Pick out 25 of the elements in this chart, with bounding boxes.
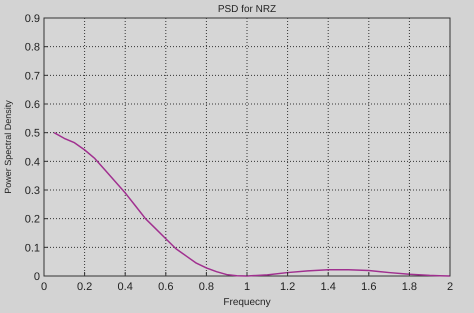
x-tick-label: 1.6: [361, 281, 376, 293]
x-tick-label: 2: [446, 281, 454, 293]
x-tick-label: 0.4: [118, 281, 133, 293]
x-tick-label: 1.4: [320, 281, 336, 293]
line-series: [53, 132, 451, 277]
y-tick-label: 0.6: [24, 99, 40, 111]
x-tick-label: 0.8: [198, 281, 214, 293]
x-tick-label: 0.2: [76, 281, 92, 293]
x-tick-label: 1: [244, 281, 250, 293]
y-tick-label: 0.5: [24, 128, 40, 140]
y-tick-label: 0.2: [24, 214, 40, 226]
x-tick-label: 1.2: [280, 281, 296, 293]
x-axis-title: Frequecny: [223, 297, 271, 308]
x-tick-label: 0: [40, 281, 48, 293]
y-tick-label: 0.8: [24, 42, 40, 54]
x-tick-label: 1.8: [402, 281, 418, 293]
y-tick-label: 0.3: [24, 185, 40, 197]
x-tick-label: 0.6: [158, 281, 174, 293]
y-tick-label: 0.1: [24, 242, 40, 254]
y-tick-label: 0.4: [24, 156, 40, 168]
y-tick-label: 0.7: [24, 70, 40, 82]
y-tick-label: 0: [34, 271, 40, 283]
y-tick-label: 0.9: [24, 13, 40, 25]
y-axis-title: Power Spectral Density: [3, 100, 13, 194]
chart-title: PSD for NRZ: [218, 4, 276, 15]
